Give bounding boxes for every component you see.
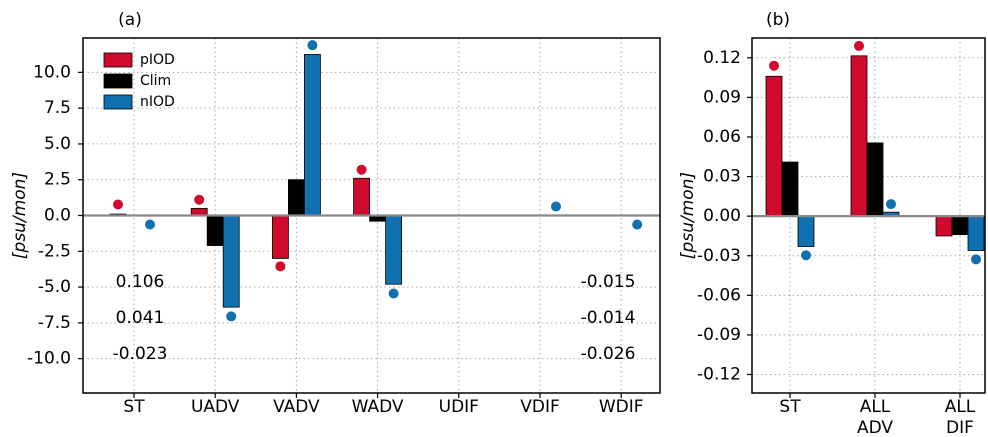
annotation: 0.041 [116,308,165,328]
y-tick-label: 0.12 [703,48,741,68]
annotation: -0.014 [581,308,636,328]
dot [551,201,561,212]
annotation: -0.015 [581,272,636,292]
bar [206,215,224,246]
x-tick-label: VADV [273,397,320,417]
x-tick-label: VDIF [520,397,560,417]
y-tick-label: 5.0 [44,134,71,154]
bar [967,215,985,251]
x-tick-label: WDIF [598,397,644,417]
y-axis-label: [psu/mon] [10,172,30,259]
y-tick-label: -10.0 [27,349,71,369]
bar [353,177,371,216]
panel-title: (a) [118,10,142,30]
dot [275,261,286,272]
y-tick-label: -0.12 [697,365,741,385]
dot [632,219,643,230]
y-tick-label: -0.03 [697,246,741,266]
legend-swatch [103,52,133,68]
x-tick-label: UDIF [438,397,479,417]
legend-swatch [103,94,133,110]
y-tick-label: 0.06 [703,127,741,147]
y-tick-label: -5.0 [38,277,71,297]
annotation: -0.023 [113,344,168,364]
y-tick-label: 2.5 [44,170,71,190]
dot [801,250,811,261]
x-tick-label: WADV [351,397,404,417]
x-tick-label: ALL ADV [856,397,894,437]
x-tick-label: ST [779,397,801,417]
x-tick-label: ALL DIF [944,397,976,437]
bar [271,215,289,259]
dot [388,288,399,299]
dot [307,40,318,51]
bar [935,215,953,237]
bar [866,142,884,217]
dot [971,254,981,265]
plot-frame [82,37,661,394]
y-tick-label: -2.5 [38,241,71,261]
dot [226,311,237,322]
bar [797,215,815,247]
legend-label: Clim [140,73,171,89]
y-tick-label: -0.06 [697,285,741,305]
dot [145,219,155,230]
bar [385,215,403,285]
y-tick-label: 10.0 [33,62,71,82]
bar [951,215,969,236]
bar [765,75,783,217]
dot [356,164,367,175]
dot [194,194,205,205]
bar [781,161,799,217]
panel-title: (b) [766,10,790,30]
annotation: -0.026 [581,344,636,364]
dot [886,199,896,210]
legend-label: pIOD [140,52,175,68]
x-tick-label: ST [123,397,145,417]
bar [303,54,321,216]
y-tick-label: 0.03 [703,167,741,187]
bar [222,215,240,308]
y-tick-label: 0.0 [44,206,71,226]
dot [769,60,779,71]
y-tick-label: -0.09 [697,325,741,345]
bar [850,55,868,217]
dot [854,40,864,51]
bar [287,179,305,216]
y-tick-label: 0.09 [703,87,741,107]
y-tick-label: -7.5 [38,313,71,333]
dot [113,199,123,210]
x-tick-label: UADV [190,397,240,417]
legend-label: nIOD [140,94,175,110]
y-tick-label: 7.5 [44,98,71,118]
y-tick-label: 0.00 [703,206,741,226]
annotation: 0.106 [116,272,165,292]
y-axis-label: [psu/mon] [678,172,698,259]
legend-swatch [103,73,133,89]
plot-frame [751,37,986,394]
